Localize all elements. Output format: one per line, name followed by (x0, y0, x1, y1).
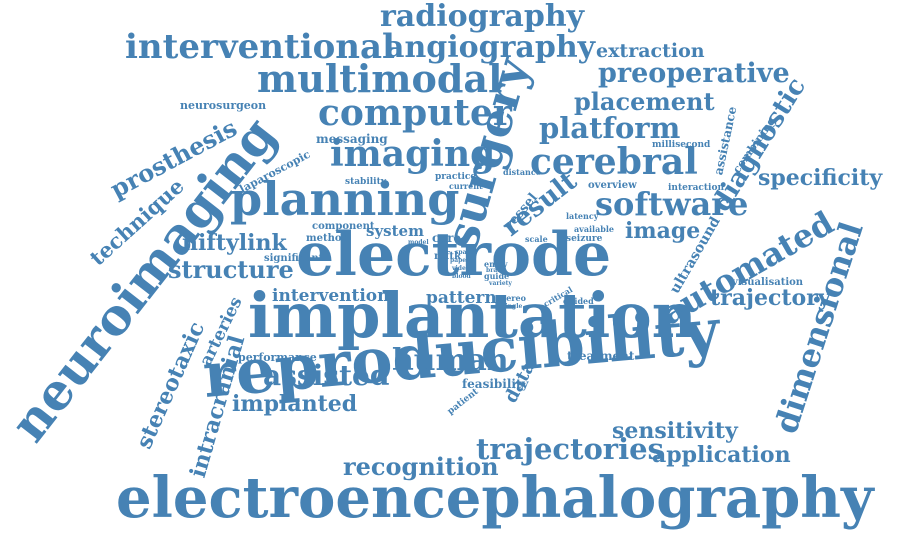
word-recognition: recognition (343, 452, 499, 481)
word-care: care (432, 231, 462, 245)
word-interventional: interventional (125, 27, 395, 67)
word-space: space (455, 249, 474, 256)
word-paper: paper (450, 257, 470, 264)
word-angiography: angiography (385, 30, 596, 65)
word-cerebral: cerebral (530, 141, 698, 183)
word-significant: significant (264, 253, 324, 264)
word-pattern: pattern (426, 288, 497, 308)
word-trajectories: trajectories (476, 432, 664, 466)
word-implanted: implanted (232, 391, 358, 417)
word-interaction: interaction (668, 183, 725, 193)
word-preoperative: preoperative (598, 58, 790, 89)
word-millisecond: millisecond (652, 140, 711, 150)
word-practice: practice (435, 172, 477, 182)
word-guide: guide (484, 271, 510, 281)
word-scale: scale (525, 234, 548, 244)
word-blood: blood (452, 273, 471, 280)
word-radiography: radiography (380, 0, 585, 34)
word-distance: distance (503, 167, 541, 177)
word-structure: structure (168, 255, 294, 284)
word-brain: brain (486, 267, 504, 274)
word-seizure: seizure (566, 234, 603, 244)
word-treatment: treatment (567, 349, 635, 363)
word-sensitivity: sensitivity (612, 418, 738, 444)
word-assisted: assisted (263, 359, 390, 392)
word-guided: guided (563, 296, 594, 306)
word-component: component (312, 221, 375, 232)
word-software: software (595, 185, 749, 223)
word-stereo: stereo (498, 293, 526, 303)
word-video: video (452, 265, 470, 272)
word-implantation: implantation (248, 279, 697, 352)
word-messaging: messaging (316, 132, 388, 146)
word-trajectory: trajectory (710, 285, 831, 311)
word-patient: patient (445, 386, 481, 417)
word-planning: planning (230, 172, 460, 226)
word-single: single (502, 303, 523, 310)
word-intervention: intervention (272, 286, 390, 306)
word-feasibility: feasibility (462, 377, 529, 391)
word-method: method (306, 233, 349, 244)
word-imaging: imaging (330, 133, 496, 175)
word-electroencephalography: electroencephalography (116, 465, 874, 531)
word-variety: variety (489, 280, 512, 287)
word-system: system (366, 222, 424, 240)
word-extraction: extraction (596, 40, 705, 62)
word-stability: stability (345, 177, 386, 187)
word-multimodal: multimodal (257, 56, 503, 101)
word-placement: placement (574, 87, 715, 116)
word-current: current (449, 181, 483, 191)
word-neurosurgeon: neurosurgeon (180, 99, 267, 112)
word-computer: computer (318, 92, 512, 134)
word-performance: performance (238, 351, 317, 364)
word-platform: platform (539, 111, 681, 145)
word-available: available (574, 224, 614, 234)
word-human: human (392, 343, 509, 378)
word-visualisation: visualisation (732, 277, 804, 288)
word-niftylink: niftylink (182, 230, 287, 256)
word-niftk: niftk (434, 251, 461, 262)
word-model: model (408, 239, 429, 246)
word-latency: latency (566, 211, 599, 221)
word-application: application (652, 442, 791, 468)
word-specificity: specificity (758, 165, 883, 191)
word-entry: entry (484, 259, 508, 269)
word-image: image (625, 218, 701, 244)
word-overview: overview (588, 180, 637, 191)
word-electrode: electrode (296, 220, 612, 290)
